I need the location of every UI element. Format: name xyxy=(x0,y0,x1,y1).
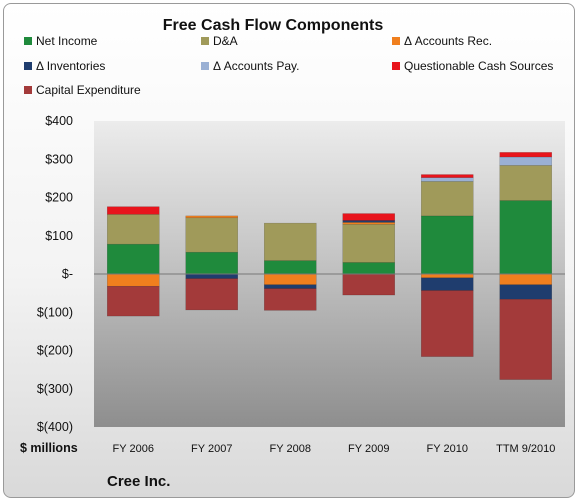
bar-d-a-fy-2006 xyxy=(107,214,160,245)
x-axis: FY 2006 FY 2007 FY 2008 FY 2009 FY 2010 TTM 9… xyxy=(113,443,556,455)
x-tick-label: FY 2008 xyxy=(270,443,311,455)
y-tick-label: $100 xyxy=(45,229,73,243)
x-tick-label: FY 2007 xyxy=(191,443,232,455)
bar-delta-accounts-rec-fy-2009 xyxy=(342,222,395,225)
chart-title: Free Cash Flow Components xyxy=(163,17,384,34)
x-tick-label: FY 2006 xyxy=(113,443,154,455)
bar-net-income-fy-2007 xyxy=(185,251,238,275)
bar-net-income-fy-2006 xyxy=(107,243,160,275)
legend-swatch-delta-inventories xyxy=(24,62,32,70)
bar-capital-expenditure-fy-2010 xyxy=(421,290,474,357)
bar-capital-expenditure-fy-2008 xyxy=(264,288,317,311)
y-axis: $400 $300 $200 $100 $- $(100) $(200) $(300) $(40… xyxy=(37,114,73,434)
bar-delta-accounts-rec-ttm-9-2010 xyxy=(499,273,552,285)
bar-net-income-ttm-9-2010 xyxy=(499,200,552,275)
y-tick-label: $- xyxy=(62,267,73,281)
legend-label-capital-expenditure: Capital Expenditure xyxy=(36,83,141,97)
legend-swatch-delta-accounts-rec xyxy=(392,37,400,45)
y-tick-label: $(100) xyxy=(37,305,73,319)
legend-swatch-d-a xyxy=(201,37,209,45)
legend-label-questionable-cash-sources: Questionable Cash Sources xyxy=(404,59,553,73)
bar-delta-accounts-pay-fy-2010 xyxy=(421,177,474,182)
bar-d-a-ttm-9-2010 xyxy=(499,165,552,201)
bar-delta-accounts-rec-fy-2006 xyxy=(107,273,160,287)
bar-delta-inventories-fy-2007 xyxy=(185,273,238,279)
unit-label: $ millions xyxy=(20,441,78,455)
bar-questionable-cash-sources-ttm-9-2010 xyxy=(499,152,552,158)
legend: Net Income D&A Δ Accounts Rec. Δ Inventorie… xyxy=(24,34,553,97)
y-tick-label: $200 xyxy=(45,191,73,205)
y-tick-label: $400 xyxy=(45,114,73,128)
legend-swatch-net-income xyxy=(24,37,32,45)
bar-net-income-fy-2010 xyxy=(421,215,474,275)
bar-d-a-fy-2007 xyxy=(185,217,238,253)
bar-delta-inventories-fy-2010 xyxy=(421,277,474,291)
y-tick-label: $(200) xyxy=(37,344,73,358)
x-tick-label: TTM 9/2010 xyxy=(496,443,555,455)
y-tick-label: $300 xyxy=(45,152,73,166)
bar-d-a-fy-2010 xyxy=(421,181,474,217)
bar-capital-expenditure-fy-2007 xyxy=(185,278,238,311)
bar-delta-accounts-pay-ttm-9-2010 xyxy=(499,156,552,166)
legend-label-d-a: D&A xyxy=(213,34,238,48)
company-label: Cree Inc. xyxy=(107,473,170,490)
x-tick-label: FY 2009 xyxy=(348,443,389,455)
legend-swatch-delta-accounts-pay xyxy=(201,62,209,70)
bar-delta-accounts-rec-fy-2008 xyxy=(264,273,317,285)
bar-d-a-fy-2008 xyxy=(264,222,317,261)
bar-delta-accounts-rec-fy-2007 xyxy=(185,215,238,219)
legend-label-net-income: Net Income xyxy=(36,34,98,48)
legend-label-delta-accounts-pay: Δ Accounts Pay. xyxy=(213,59,300,73)
bar-capital-expenditure-ttm-9-2010 xyxy=(499,298,552,380)
bar-delta-accounts-rec-fy-2010 xyxy=(421,273,474,279)
legend-label-delta-inventories: Δ Inventories xyxy=(36,59,105,73)
bars xyxy=(107,152,552,380)
bar-capital-expenditure-fy-2006 xyxy=(107,285,160,317)
bar-delta-inventories-ttm-9-2010 xyxy=(499,284,552,300)
bar-net-income-fy-2009 xyxy=(342,262,395,275)
bar-capital-expenditure-fy-2009 xyxy=(342,273,395,296)
legend-swatch-capital-expenditure xyxy=(24,86,32,94)
bar-delta-inventories-fy-2008 xyxy=(264,284,317,289)
bar-d-a-fy-2009 xyxy=(342,224,395,263)
bar-questionable-cash-sources-fy-2006 xyxy=(107,206,160,215)
y-tick-label: $(400) xyxy=(37,420,73,434)
bar-questionable-cash-sources-fy-2009 xyxy=(342,213,395,221)
y-tick-label: $(300) xyxy=(37,382,73,396)
bar-net-income-fy-2008 xyxy=(264,260,317,275)
bar-questionable-cash-sources-fy-2010 xyxy=(421,174,474,178)
legend-swatch-questionable-cash-sources xyxy=(392,62,400,70)
bar-delta-inventories-fy-2009 xyxy=(342,220,395,223)
legend-label-delta-accounts-rec: Δ Accounts Rec. xyxy=(404,34,492,48)
x-tick-label: FY 2010 xyxy=(427,443,468,455)
